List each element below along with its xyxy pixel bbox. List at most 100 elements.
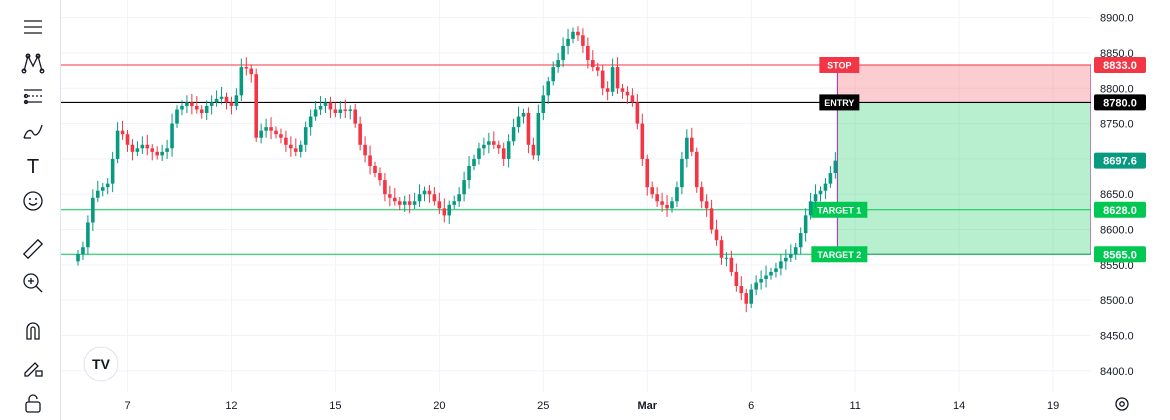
stop-tag[interactable] <box>819 56 860 73</box>
stop-tag-label: STOP <box>827 60 851 70</box>
candle-body <box>175 109 179 124</box>
candle-body <box>704 201 709 209</box>
price-levels: STOP ENTRY TARGET 1 TARGET 2 <box>61 56 1091 263</box>
candle-body <box>447 204 452 216</box>
candle-body <box>160 151 164 156</box>
candle-body <box>91 197 95 223</box>
stop-price-label: 8833.0 <box>1103 60 1137 72</box>
target-zone <box>837 102 1091 255</box>
candle-body <box>591 60 595 68</box>
candle-body <box>660 201 664 205</box>
target2-tag-label: TARGET 2 <box>817 250 861 260</box>
tradingview-logo[interactable]: TV <box>83 346 119 382</box>
candle-body <box>110 158 115 184</box>
ruler-icon[interactable] <box>20 236 46 262</box>
magnet-icon[interactable] <box>20 318 46 344</box>
candle-body <box>600 70 605 89</box>
time-tick-label: 11 <box>849 400 860 412</box>
candle-body <box>427 190 432 195</box>
entry-price-label: 8780.0 <box>1103 97 1137 109</box>
candle-body <box>289 144 293 149</box>
candle-body <box>506 141 511 159</box>
target1-price-label: 8628.0 <box>1103 205 1137 217</box>
candle-body <box>511 127 516 142</box>
position-projection <box>836 64 1092 255</box>
candle-body <box>358 123 362 145</box>
candle-body <box>105 183 110 188</box>
candle-body <box>625 91 630 96</box>
candle-body <box>209 102 214 106</box>
candle-body <box>120 130 125 135</box>
candle-body <box>140 144 145 149</box>
settings-gear-icon[interactable] <box>1115 397 1129 411</box>
price-tick-label: 8550.0 <box>1100 260 1134 272</box>
candle-body <box>764 275 768 279</box>
candle-body <box>145 144 150 149</box>
candle-body <box>729 257 734 272</box>
candle-body <box>472 158 476 166</box>
candle-body <box>457 194 461 202</box>
candle-body <box>412 201 417 205</box>
time-tick-label: 6 <box>748 400 754 412</box>
candle-body <box>190 102 194 106</box>
lock-icon[interactable] <box>20 390 46 416</box>
lock-pencil-icon[interactable] <box>20 354 46 380</box>
price-tick-label: 8450.0 <box>1100 330 1134 342</box>
candle-body <box>462 180 466 195</box>
zoom-in-icon[interactable] <box>20 270 46 296</box>
candle-body <box>135 148 140 152</box>
candle-body <box>378 173 382 181</box>
candle-body <box>373 165 377 174</box>
entry-tag-label: ENTRY <box>824 98 854 108</box>
candle-body <box>744 293 749 304</box>
candle-body <box>640 123 645 159</box>
candle-body <box>308 116 313 128</box>
price-axis[interactable]: 8400.08450.08500.08550.08600.08650.08700… <box>1091 0 1170 392</box>
candle-body <box>595 67 600 71</box>
brush-icon[interactable] <box>20 118 46 144</box>
candle-body <box>754 282 758 290</box>
candle-body <box>195 105 199 110</box>
time-axis[interactable]: 7 12 15 20 25 Mar 6 11 14 19 <box>124 400 1059 412</box>
target1-tag[interactable] <box>811 201 868 218</box>
candle-body <box>798 233 803 248</box>
menu-lines-icon[interactable] <box>20 14 46 40</box>
candle-body <box>576 31 580 36</box>
candle-body <box>155 151 159 156</box>
candle-body <box>383 180 387 195</box>
emoji-icon[interactable] <box>20 188 46 214</box>
candle-body <box>714 229 719 241</box>
candle-body <box>100 187 105 191</box>
candle-body <box>793 247 798 255</box>
candle-body <box>789 254 793 258</box>
time-tick-label: Mar <box>637 400 657 412</box>
candle-body <box>422 190 427 195</box>
candle-body <box>536 113 541 156</box>
time-tick-label: 14 <box>953 400 965 412</box>
candle-body <box>303 127 308 145</box>
candle-body <box>556 60 560 68</box>
candle-body <box>432 194 437 202</box>
candle-body <box>274 130 278 135</box>
pattern-icon[interactable] <box>20 50 46 76</box>
candle-body <box>675 187 679 202</box>
candle-body <box>150 148 155 152</box>
candle-body <box>739 286 744 294</box>
entry-tag[interactable] <box>819 94 860 111</box>
candle-body <box>442 208 447 216</box>
fib-levels-icon[interactable] <box>20 84 46 110</box>
price-chart[interactable]: STOP ENTRY TARGET 1 TARGET 2 8400.0 8450.0 85… <box>61 0 1170 420</box>
candle-body <box>724 257 729 259</box>
candle-body <box>224 96 229 103</box>
text-icon[interactable]: T <box>20 152 46 178</box>
candle-body <box>328 102 333 110</box>
candle-body <box>487 141 491 145</box>
candle-body <box>229 102 234 106</box>
time-tick-label: 12 <box>225 400 237 412</box>
candle-body <box>368 155 372 166</box>
last-price-label: 8697.6 <box>1103 156 1137 168</box>
target2-price-label: 8565.0 <box>1103 249 1137 261</box>
target1-price-label-bg <box>1094 201 1146 218</box>
price-tick-label: 8800.0 <box>1100 83 1134 95</box>
target2-tag[interactable] <box>811 246 868 263</box>
